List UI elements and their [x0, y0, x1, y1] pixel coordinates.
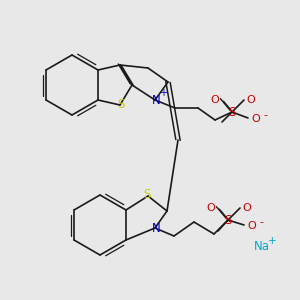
- Text: -: -: [259, 217, 263, 227]
- Text: O: O: [248, 221, 256, 231]
- Text: O: O: [243, 203, 251, 213]
- Text: S: S: [224, 214, 232, 226]
- Text: +: +: [268, 236, 276, 246]
- Text: S: S: [117, 98, 125, 110]
- Text: S: S: [143, 188, 151, 202]
- Text: N: N: [152, 94, 160, 106]
- Text: +: +: [159, 88, 167, 98]
- Text: O: O: [211, 95, 219, 105]
- Text: S: S: [228, 106, 236, 118]
- Text: N: N: [152, 223, 160, 236]
- Text: Na: Na: [254, 241, 270, 254]
- Text: O: O: [207, 203, 215, 213]
- Text: O: O: [247, 95, 255, 105]
- Text: -: -: [263, 110, 267, 120]
- Text: O: O: [252, 114, 260, 124]
